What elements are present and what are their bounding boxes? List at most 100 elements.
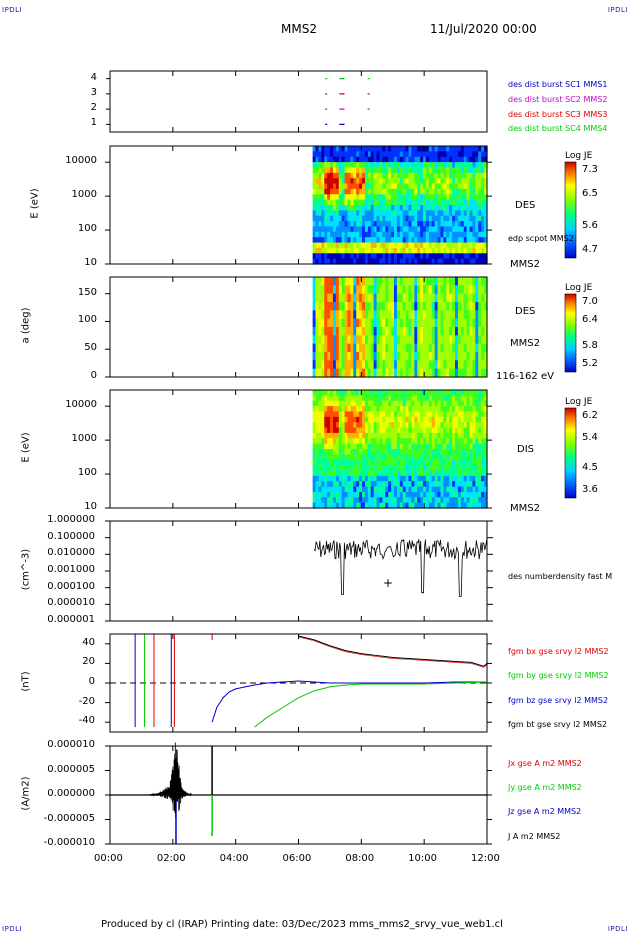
pitch-cell <box>364 343 369 353</box>
dis-energy-cell <box>315 400 320 407</box>
dis-energy-cell <box>341 475 346 482</box>
pitch-cell <box>455 327 459 336</box>
dis-energy-cell <box>455 475 459 482</box>
pitch-cell <box>315 310 320 320</box>
dis-energy-cell <box>431 416 436 423</box>
pitch-cell <box>414 277 418 286</box>
pitch-cell <box>440 310 445 320</box>
des-energy-cell <box>370 151 375 158</box>
dis-energy-cell <box>385 454 389 461</box>
des-energy-cell <box>382 172 386 179</box>
dis-energy-cell <box>341 449 346 455</box>
dis-energy-cell <box>376 443 381 450</box>
dis-energy-cell <box>417 449 421 455</box>
des-energy-cell <box>428 253 433 260</box>
dis-energy-cell <box>411 432 415 439</box>
dis-energy-cell <box>335 459 340 466</box>
des-energy-cell <box>312 253 317 260</box>
des-energy-cell <box>356 205 360 211</box>
pitch-cell <box>373 277 378 286</box>
des-energy-cell <box>324 167 328 174</box>
pitch-cell <box>321 318 325 328</box>
dis-energy-cell <box>324 497 328 504</box>
dis-energy-cell <box>463 491 468 498</box>
des-energy-cell <box>356 242 360 249</box>
des-energy-cell <box>463 205 468 211</box>
des-energy-cell <box>379 247 383 254</box>
dis-energy-cell <box>425 470 430 477</box>
des-energy-cell <box>347 231 352 238</box>
dis-energy-cell <box>405 470 410 477</box>
dis-energy-cell <box>437 481 442 488</box>
des-energy-cell <box>414 156 418 163</box>
dis-energy-cell <box>356 502 360 509</box>
dis-energy-cell <box>428 491 433 498</box>
des-energy-cell <box>362 151 366 158</box>
pitch-cell <box>408 368 413 378</box>
dis-energy-cell <box>437 416 442 423</box>
dis-energy-cell <box>332 422 337 429</box>
dis-energy-cell <box>414 427 418 434</box>
des-energy-cell <box>388 183 392 190</box>
current-ylabel: (A/m2) <box>20 776 32 811</box>
des-energy-cell <box>321 172 325 179</box>
des-energy-cell <box>350 162 354 169</box>
pitch-cell <box>449 302 453 311</box>
dis-energy-cell <box>318 411 322 418</box>
dis-energy-cell <box>388 427 392 434</box>
des-energy-cell <box>457 172 462 179</box>
des-energy-cell <box>344 151 349 158</box>
dis-energy-cell <box>437 459 442 466</box>
des-energy-cell <box>330 188 334 195</box>
dis-energy-cell <box>364 459 369 466</box>
dis-energy-cell <box>443 411 447 418</box>
dis-energy-cell <box>344 491 349 498</box>
des-energy-cell <box>324 231 328 238</box>
dis-energy-cell <box>330 454 334 461</box>
pitch-cell <box>315 335 320 345</box>
dis-energy-cell <box>382 390 386 396</box>
pitch-cell <box>399 293 404 303</box>
des-energy-cell <box>353 237 357 244</box>
des-energy-cell <box>399 167 404 174</box>
des-energy-cell <box>312 194 317 201</box>
dis-energy-cell <box>417 416 421 423</box>
pitch-cell <box>457 327 462 336</box>
pitch-cell <box>446 352 450 361</box>
dis-energy-cell <box>428 470 433 477</box>
dis-energy-cell <box>402 438 407 445</box>
density-marker: + <box>383 576 393 590</box>
des-energy-cell <box>425 156 430 163</box>
pitch-cell <box>469 318 474 328</box>
pitch-cell <box>423 335 427 345</box>
dis-energy-cell <box>463 449 468 455</box>
des-energy-cell <box>481 205 485 211</box>
dis-spacecraft-label: MMS2 <box>510 503 540 514</box>
dis-energy-cell <box>373 481 378 488</box>
dis-energy-cell <box>484 406 488 413</box>
dis-energy-cell <box>364 449 369 455</box>
dis-energy-cell <box>359 497 363 504</box>
pitch-cell <box>472 352 476 361</box>
des-energy-cell <box>367 253 372 260</box>
des-energy-cell <box>411 183 415 190</box>
des-energy-cell <box>376 178 381 185</box>
dis-energy-cell <box>382 459 386 466</box>
des-energy-cell <box>338 253 343 260</box>
dis-energy-cell <box>455 416 459 423</box>
des-energy-cell <box>315 226 320 233</box>
des-energy-cell <box>338 178 343 185</box>
dis-energy-cell <box>449 491 453 498</box>
pitch-cell <box>321 310 325 320</box>
pitch-cell <box>428 335 433 345</box>
dis-energy-cell <box>417 475 421 482</box>
pitch-cell <box>347 302 352 311</box>
dis-energy-cell <box>315 502 320 509</box>
dis-energy-cell <box>344 427 349 434</box>
pitch-cell <box>472 335 476 345</box>
des-energy-cell <box>472 242 476 249</box>
dis-energy-cell <box>449 497 453 504</box>
pitch-cell <box>364 352 369 361</box>
dis-energy-cell <box>417 406 421 413</box>
dis-energy-cell <box>411 411 415 418</box>
